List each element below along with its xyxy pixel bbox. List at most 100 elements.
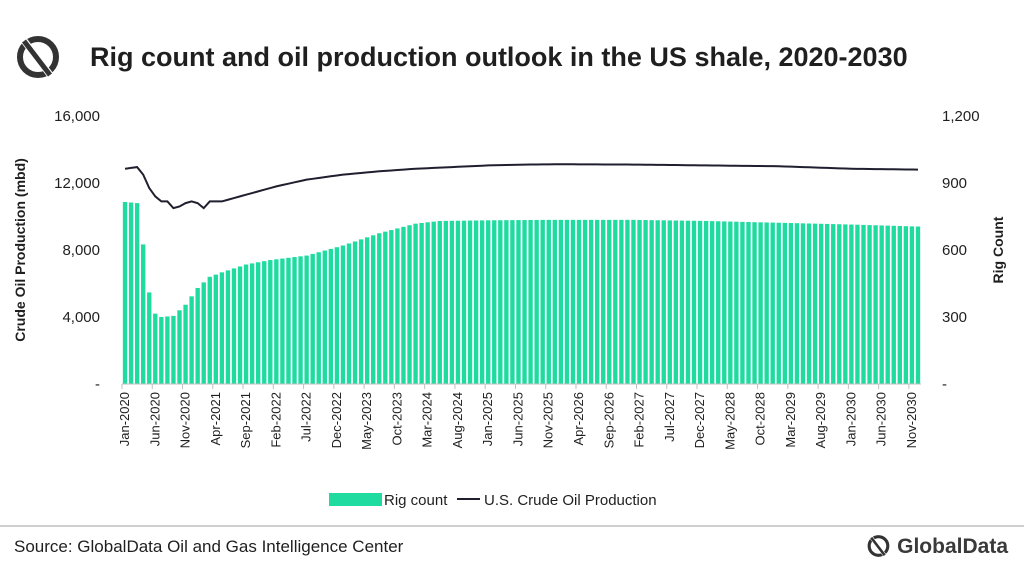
rig-count-bar: [582, 219, 588, 384]
rig-count-bar: [837, 224, 842, 384]
rig-count-bar: [873, 225, 878, 384]
rig-count-bar: [722, 221, 727, 384]
rig-count-bar: [461, 220, 467, 384]
rig-count-bar: [340, 245, 346, 384]
x-tick-label: Dec-2027: [692, 392, 707, 448]
production-line: [124, 163, 918, 210]
y-left-tick-label: 4,000: [62, 309, 100, 326]
rig-count-bars: [122, 201, 921, 384]
rig-count-bar: [588, 219, 594, 384]
rig-count-bar: [691, 220, 697, 384]
chart-title: Rig count and oil production outlook in …: [90, 42, 908, 72]
y-right-tick-label: 900: [942, 175, 967, 192]
x-tick-label: Jul-2022: [299, 392, 314, 442]
rig-count-bar: [903, 226, 909, 384]
x-tick-label: Jun-2020: [147, 392, 162, 446]
rig-count-bar: [183, 304, 188, 384]
x-tick-label: May-2028: [722, 392, 737, 450]
rig-count-bar: [274, 259, 279, 384]
rig-count-bar: [401, 226, 406, 384]
rig-count-bar: [498, 220, 503, 384]
rig-count-bar: [752, 222, 757, 384]
legend-label-production: U.S. Crude Oil Production: [484, 492, 657, 509]
rig-count-bar: [486, 220, 491, 384]
x-tick-label: Nov-2025: [541, 392, 556, 448]
x-tick-label: Apr-2026: [571, 392, 586, 445]
rig-count-bar: [334, 247, 340, 384]
rig-count-bar: [213, 274, 218, 384]
y-right-tick-label: 600: [942, 242, 967, 259]
rig-count-bar: [564, 219, 570, 384]
rig-count-bar: [601, 219, 606, 384]
rig-count-bar: [413, 223, 418, 384]
legend-label-rig-count: Rig count: [384, 492, 448, 509]
x-tick-label: Feb-2027: [632, 392, 647, 448]
rig-count-bar: [758, 222, 763, 384]
rig-count-bar: [625, 219, 630, 384]
rig-count-bar: [243, 264, 249, 384]
axes: Jan-2020 Jun-2020 Nov-2020 Apr-2021 Sep-2021…: [12, 108, 1006, 450]
rig-count-bar: [619, 219, 624, 384]
rig-count-bar: [128, 202, 134, 384]
y-left-tick-label: -: [95, 376, 100, 393]
y-left-axis-label: Crude Oil Production (mbd): [12, 158, 28, 342]
globaldata-logo-icon: [17, 35, 59, 83]
rig-count-bar: [256, 262, 261, 384]
rig-count-bar: [504, 220, 509, 384]
rig-count-bar: [249, 263, 255, 384]
rig-count-bar: [479, 220, 485, 384]
x-tick-label: May-2023: [359, 392, 374, 450]
rig-count-bar: [189, 296, 194, 384]
rig-count-bar: [673, 220, 679, 384]
x-tick-label: Jan-2025: [480, 392, 495, 446]
rig-count-bar: [909, 226, 915, 384]
rig-count-bar: [818, 223, 824, 384]
rig-count-bar: [473, 220, 479, 384]
rig-count-bar: [449, 220, 455, 384]
rig-count-bar: [891, 225, 896, 384]
rig-count-bar: [643, 220, 648, 384]
y-left-tick-label: 8,000: [62, 242, 100, 259]
rig-count-bar: [734, 221, 739, 384]
rig-count-bar: [697, 220, 703, 384]
rig-count-bar: [806, 223, 812, 384]
rig-count-bar: [153, 313, 158, 384]
x-tick-label: Jan-2030: [843, 392, 858, 446]
rig-count-bar: [667, 220, 672, 384]
x-tick-label: Jun-2025: [510, 392, 525, 446]
x-tick-label: Apr-2021: [208, 392, 223, 445]
rig-count-bar: [280, 258, 285, 384]
x-tick-label: Jan-2020: [117, 392, 132, 446]
rig-count-bar: [492, 220, 497, 384]
rig-count-bar: [649, 220, 654, 384]
rig-count-bar: [346, 243, 352, 384]
brand-name: GlobalData: [897, 535, 1008, 558]
rig-count-bar: [165, 316, 170, 384]
rig-count-bar: [613, 219, 618, 384]
y-right-axis-label: Rig Count: [990, 216, 1006, 283]
rig-count-bar: [655, 220, 660, 384]
rig-count-bar: [570, 219, 576, 384]
rig-count-bar: [443, 220, 449, 384]
rig-count-bar: [425, 222, 430, 384]
rig-count-bar: [171, 315, 176, 384]
legend-swatch-rig-count: [329, 493, 382, 506]
rig-count-bar: [915, 226, 921, 384]
brand: GlobalData: [865, 532, 1008, 562]
rig-count-bar: [558, 219, 564, 384]
rig-count-bar: [383, 231, 388, 384]
rig-count-bar: [825, 223, 830, 384]
rig-count-bar: [201, 282, 206, 384]
rig-count-bar: [268, 260, 273, 384]
rig-count-bar: [861, 224, 866, 384]
x-tick-label: Nov-2030: [904, 392, 919, 448]
rig-count-bar: [328, 248, 334, 384]
rig-count-bar: [364, 237, 370, 384]
rig-count-bar: [316, 252, 321, 384]
rig-count-bar: [207, 276, 212, 384]
rig-count-bar: [631, 219, 636, 384]
rig-count-bar: [407, 225, 412, 384]
x-tick-label: Sep-2021: [238, 392, 253, 448]
rig-count-bar: [231, 268, 237, 384]
